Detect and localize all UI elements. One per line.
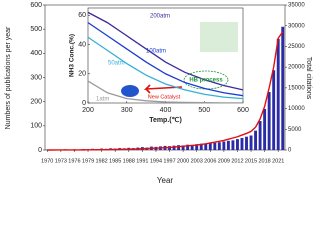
curve-label: 1atm bbox=[96, 97, 109, 103]
catalyst-image bbox=[200, 22, 238, 52]
curve bbox=[87, 36, 244, 100]
x-tick-label: 1988 bbox=[123, 158, 135, 164]
bar bbox=[226, 140, 230, 150]
x-tick-label: 2015 bbox=[245, 158, 257, 164]
curve-label: 100atm bbox=[146, 49, 166, 55]
bar bbox=[199, 143, 203, 150]
x-tick-label: 1991 bbox=[136, 158, 148, 164]
bar bbox=[213, 142, 217, 150]
y2-tick-label: 30000 bbox=[288, 23, 305, 29]
bar bbox=[186, 144, 190, 150]
citation-line bbox=[47, 31, 284, 151]
x-tick-label: 2021 bbox=[272, 158, 284, 164]
x-tick-label: 2000 bbox=[177, 158, 189, 164]
bar bbox=[254, 130, 258, 150]
x-tick-label: 2012 bbox=[231, 158, 243, 164]
y2-tick-label: 10000 bbox=[288, 106, 305, 112]
y-tick-label: 0 bbox=[38, 147, 42, 154]
y2-tick-label: 0 bbox=[288, 148, 292, 154]
bar bbox=[267, 92, 271, 150]
bar bbox=[231, 140, 235, 150]
curve bbox=[87, 22, 244, 97]
y-tick-label: 0 bbox=[82, 100, 86, 107]
y-tick-label: 300 bbox=[30, 74, 42, 81]
bar bbox=[245, 136, 248, 150]
x-tick-label: 1982 bbox=[95, 158, 107, 164]
bar bbox=[272, 70, 276, 150]
bar bbox=[195, 144, 199, 150]
x-tick-label: 2006 bbox=[204, 158, 216, 164]
x-axis-label: Year bbox=[157, 176, 174, 185]
y-tick-label: 40 bbox=[78, 41, 86, 48]
y-tick-label: 500 bbox=[30, 26, 42, 33]
curve-label: 50atm bbox=[108, 61, 125, 67]
x-tick-label: 1973 bbox=[55, 158, 67, 164]
x-tick-label: 2009 bbox=[218, 158, 230, 164]
bar bbox=[281, 26, 285, 150]
bar bbox=[236, 139, 239, 150]
x-tick-label: 300 bbox=[121, 107, 133, 114]
x-tick-label: 2003 bbox=[191, 158, 203, 164]
annotation: HB process bbox=[189, 78, 223, 84]
curve-label: 200atm bbox=[150, 14, 170, 20]
y2-tick-label: 20000 bbox=[288, 65, 305, 71]
chart: Year Numbers of publications per year To… bbox=[5, 2, 312, 185]
y-tick-label: 200 bbox=[30, 99, 42, 106]
arrow bbox=[143, 84, 183, 94]
y-tick-label: 600 bbox=[30, 2, 42, 9]
x-axis-label: Temp.(℃) bbox=[149, 116, 182, 124]
new-catalyst-spot bbox=[121, 85, 139, 97]
bar bbox=[172, 145, 176, 150]
bar bbox=[208, 143, 212, 150]
annotation: New Catalyst bbox=[148, 94, 181, 100]
x-tick-label: 1979 bbox=[82, 158, 94, 164]
curve bbox=[87, 11, 244, 91]
x-tick-label: 200 bbox=[82, 107, 94, 114]
bar bbox=[258, 121, 262, 150]
bar bbox=[181, 145, 185, 150]
y2-tick-label: 25000 bbox=[288, 44, 305, 50]
x-tick-label: 1976 bbox=[68, 158, 80, 164]
x-tick-label: 2018 bbox=[258, 158, 270, 164]
bar bbox=[240, 137, 244, 150]
y2-tick-label: 35000 bbox=[288, 3, 305, 9]
bar bbox=[217, 142, 221, 150]
bar bbox=[222, 141, 226, 150]
y2-axis-label: Total citations bbox=[305, 57, 312, 100]
bar bbox=[276, 38, 280, 151]
bar bbox=[204, 143, 208, 150]
x-tick-label: 1970 bbox=[41, 158, 53, 164]
x-tick-label: 1985 bbox=[109, 158, 121, 164]
y-axis-label: NH3 Conc.(%) bbox=[69, 34, 76, 77]
curve bbox=[87, 80, 243, 104]
y2-tick-label: 15000 bbox=[288, 85, 305, 91]
x-tick-label: 1994 bbox=[150, 158, 162, 164]
y-axis-label: Numbers of publications per year bbox=[5, 26, 12, 129]
x-tick-label: 1997 bbox=[163, 158, 175, 164]
x-tick-label: 500 bbox=[198, 107, 210, 114]
x-tick-label: 400 bbox=[160, 107, 172, 114]
y-tick-label: 20 bbox=[78, 71, 86, 78]
y-tick-label: 60 bbox=[78, 12, 86, 19]
y-tick-label: 400 bbox=[30, 50, 42, 57]
bar bbox=[190, 144, 194, 150]
bar bbox=[249, 135, 253, 150]
bar bbox=[263, 108, 267, 150]
bar bbox=[177, 145, 181, 150]
y-tick-label: 100 bbox=[30, 123, 42, 130]
y2-tick-label: 5000 bbox=[288, 127, 302, 133]
x-tick-label: 600 bbox=[237, 107, 249, 114]
